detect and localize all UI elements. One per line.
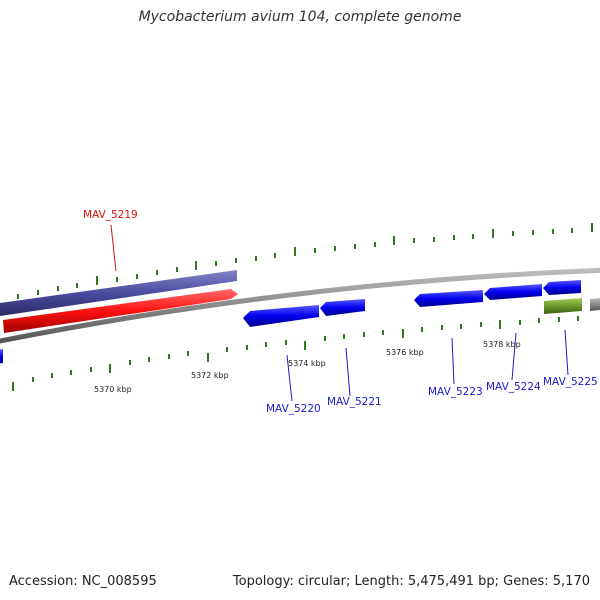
gene-label-mav-5220[interactable]: MAV_5220 [266,403,321,415]
accession-text: Accession: NC_008595 [9,574,157,589]
genome-summary-text: Topology: circular; Length: 5,475,491 bp… [232,574,590,589]
scale-label-5372: 5372 kbp [191,371,229,380]
gene-mav-5223[interactable] [414,290,483,307]
scale-label-5370: 5370 kbp [94,385,132,394]
gene-label-mav-5221[interactable]: MAV_5221 [327,396,382,408]
gene-mav-5225[interactable] [543,280,581,295]
scale-label-5378: 5378 kbp [483,340,521,349]
gene-green[interactable] [544,298,582,314]
gene-mav-5219[interactable] [3,289,238,333]
map-title: Mycobacterium avium 104, complete genome [138,9,462,25]
leader-mav-5223 [451,337,455,385]
gene-mav-5224[interactable] [484,284,542,300]
gene-leader-lines [110,224,569,402]
leader-mav-5220 [286,354,293,402]
gene-mav-5220[interactable] [243,305,319,327]
leader-mav-5221 [345,347,351,397]
gene-right-edge[interactable] [590,298,600,311]
gene-mav-5221[interactable] [320,299,365,316]
leader-mav-5219 [110,224,117,272]
gene-purple-outer[interactable] [0,270,237,316]
gene-label-mav-5223[interactable]: MAV_5223 [428,386,483,398]
gene-label-mav-5225[interactable]: MAV_5225 [543,376,598,388]
gene-left-edge[interactable] [0,349,3,364]
inner-tick-arc [12,316,579,391]
gene-label-mav-5219[interactable]: MAV_5219 [83,209,138,221]
leader-mav-5224 [511,332,517,381]
outer-tick-arc [17,223,593,299]
scale-label-5376: 5376 kbp [386,348,424,357]
scale-label-5374: 5374 kbp [288,359,326,368]
gene-label-mav-5224[interactable]: MAV_5224 [486,381,541,393]
genome-backbone [0,267,600,344]
leader-mav-5225 [564,329,569,376]
